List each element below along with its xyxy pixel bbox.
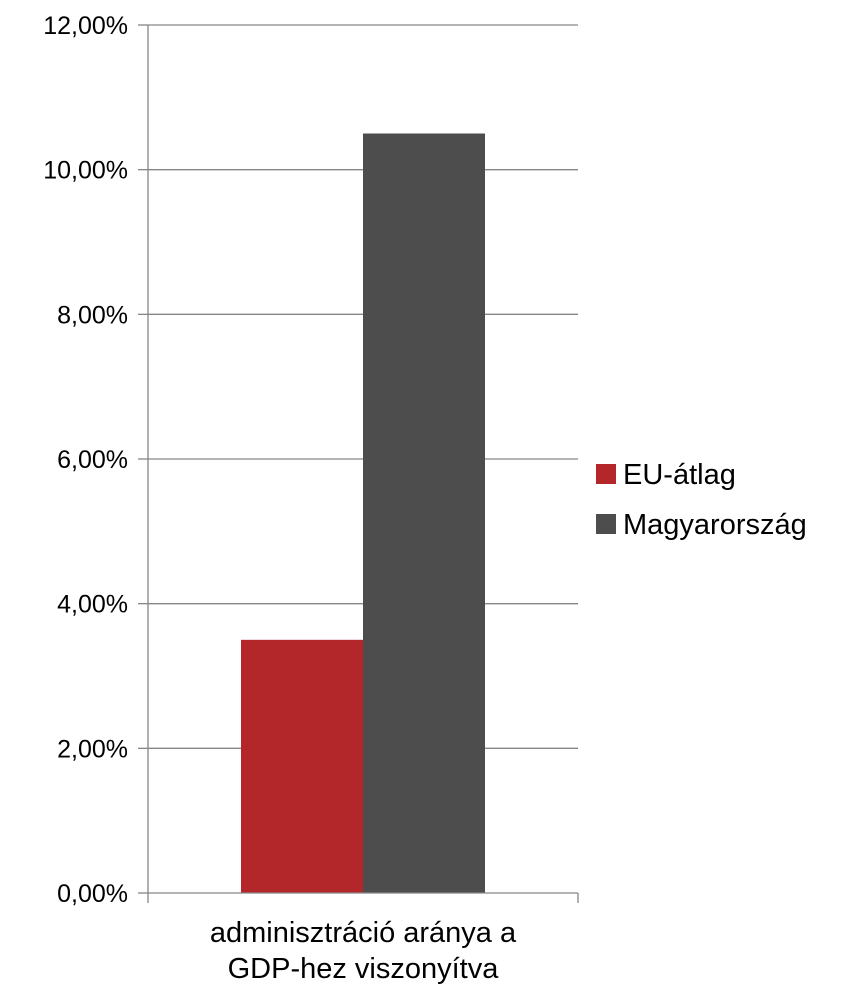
axes [147,25,579,903]
x-category-label-line: GDP-hez viszonyítva [228,953,500,985]
legend-swatch [596,464,616,484]
y-tick-labels: 0,00% 2,00% 4,00% 6,00% 8,00% 10,00% 12,00% [43,12,128,908]
legend: EU-átlag Magyarország [596,459,807,541]
bar-EU-átlag [241,639,363,893]
y-tick-label: 12,00% [43,12,128,40]
y-tick-label: 10,00% [43,157,128,185]
bars [241,133,485,893]
legend-swatch [596,514,616,534]
y-tick-label: 6,00% [57,446,128,474]
legend-label: Magyarország [623,509,807,541]
y-tick-label: 0,00% [57,880,128,908]
y-tick-label: 4,00% [57,591,128,619]
y-tick-label: 2,00% [57,735,128,763]
x-category-label-line: adminisztráció aránya a [210,917,517,949]
x-category-label: adminisztráció aránya a GDP-hez viszonyít… [210,917,517,985]
bar-Magyarország [363,133,485,893]
y-tick-label: 8,00% [57,301,128,329]
legend-label: EU-átlag [623,459,736,491]
